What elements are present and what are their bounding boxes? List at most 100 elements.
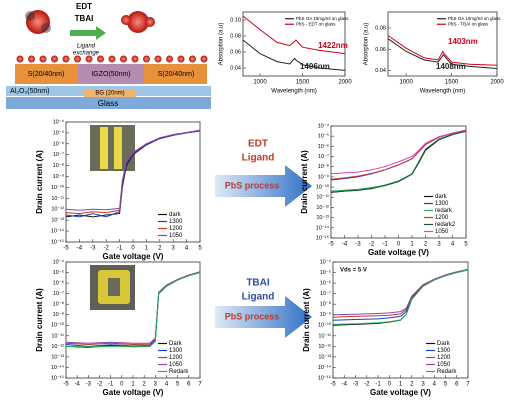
y-tick-label: 0.06	[230, 49, 241, 55]
x-axis-label: Wavelength (nm)	[271, 89, 316, 95]
y-tick-label: 10⁻¹³	[51, 354, 64, 360]
pbs-dot	[154, 55, 162, 63]
y-tick-label: 10⁻⁶	[318, 143, 329, 150]
x-tick-label: -3	[90, 246, 96, 252]
y-tick-label: 10⁻¹¹	[51, 333, 64, 339]
y-tick-label: 10⁻⁸	[320, 301, 331, 308]
x-tick-label: 1	[131, 382, 135, 388]
pbs-dot	[51, 55, 58, 63]
layer-label: Glass	[98, 99, 118, 108]
x-tick-label: 5	[198, 246, 202, 252]
ligand-title: TBAI	[246, 278, 270, 289]
x-tick-label: 1	[399, 382, 403, 388]
x-tick-label: -5	[330, 382, 336, 388]
photo-bg	[90, 125, 135, 171]
y-axis-label: Drain current (A)	[300, 150, 309, 214]
pbs-dot	[189, 55, 196, 63]
x-tick-label: 1500	[445, 80, 459, 86]
pbs-dot	[62, 55, 70, 63]
device-diagram: EDT TBAI Ligand exchange S(20/40nm) IGZO…	[6, 2, 211, 109]
arrow-shape	[215, 296, 312, 338]
pbs-dot	[16, 55, 24, 63]
x-tick-label: 2	[142, 382, 146, 388]
y-tick-label: 10⁻⁵	[320, 269, 331, 276]
y-tick-label: 0.04	[230, 65, 241, 71]
igzo-layer	[78, 64, 144, 84]
legend-label: 1300	[435, 201, 449, 207]
x-axis-label: Gate voltage (V)	[368, 248, 429, 257]
annotation: 1422nm	[318, 41, 348, 50]
y-tick-label: 10⁻¹⁰	[318, 322, 332, 329]
y-tick-label: 10⁻⁶	[53, 140, 64, 147]
y-tick-label: 10⁻⁴	[318, 122, 330, 129]
legend-label: 1300	[169, 348, 183, 354]
annotation: 1408nm	[436, 62, 466, 71]
x-tick-label: 4	[433, 382, 437, 388]
series-line	[65, 272, 201, 348]
series-line	[387, 35, 498, 66]
x-tick-label: 2	[410, 382, 414, 388]
series-line	[330, 130, 467, 192]
x-tick-label: -4	[77, 246, 83, 252]
x-tick-label: -5	[328, 242, 334, 248]
legend-label: redark2	[435, 222, 456, 228]
y-tick-label: 10⁻⁹	[320, 311, 331, 318]
x-tick-label: -2	[97, 382, 103, 388]
x-tick-label: -2	[369, 242, 375, 248]
layer-label: S(20/40nm)	[28, 71, 65, 78]
x-tick-label: -3	[86, 382, 92, 388]
legend-label: Dark	[169, 341, 183, 347]
pbs-dot	[177, 55, 185, 63]
x-tick-label: -3	[355, 242, 361, 248]
pbs-dot	[120, 55, 127, 63]
legend-label: Dark	[437, 341, 451, 347]
legend-label: 1200	[437, 355, 451, 361]
y-axis-label: Drain current (A)	[302, 288, 311, 352]
y-tick-label: 10⁻¹⁴	[51, 364, 65, 371]
y-tick-label: 0.04	[375, 68, 386, 74]
series-line	[330, 129, 467, 175]
x-tick-label: 7	[466, 382, 470, 388]
series-line	[332, 268, 469, 318]
pbs-dot	[74, 55, 81, 63]
y-tick-label: 10⁻¹¹	[51, 196, 64, 202]
y-tick-label: 10⁻⁹	[53, 173, 64, 180]
x-tick-label: 2000	[490, 80, 504, 86]
x-axis-label: Wavelength (nm)	[420, 89, 465, 95]
x-tick-label: -5	[63, 246, 69, 252]
y-tick-label: 10⁻⁵	[318, 133, 329, 140]
x-tick-label: -4	[74, 382, 80, 388]
x-tick-label: -1	[375, 382, 381, 388]
x-tick-label: -1	[382, 242, 388, 248]
nanocrystal	[121, 15, 131, 25]
y-axis-label: Drain current (A)	[35, 288, 44, 352]
series-line	[332, 268, 469, 316]
legend-label: 1050	[437, 362, 451, 368]
series-line	[387, 38, 498, 69]
legend-label: 1050	[435, 229, 449, 235]
y-tick-label: 10⁻⁷	[320, 290, 331, 297]
nanocrystal	[127, 11, 149, 33]
pbs-dot	[166, 55, 173, 63]
x-tick-label: 1500	[296, 80, 310, 86]
x-axis-label: Gate voltage (V)	[370, 388, 431, 397]
x-tick-label: 7	[198, 382, 202, 388]
annotation: 1406nm	[300, 62, 330, 71]
x-tick-label: 6	[455, 382, 459, 388]
layer-label: BG (20nm)	[95, 91, 124, 97]
legend-label: PbS - EDT on glass	[296, 21, 336, 26]
y-tick-label: 10⁻¹³	[316, 215, 329, 221]
y-tick-label: 10⁻⁵	[53, 269, 64, 276]
process-arrow: EDT Ligand PbS process TBAI Ligand PbS p…	[215, 139, 312, 338]
y-tick-label: 10⁻¹⁵	[316, 234, 329, 241]
x-tick-label: 1000	[399, 80, 413, 86]
x-tick-label: -4	[342, 382, 348, 388]
process-label: PbS process	[225, 311, 280, 321]
x-tick-label: 3	[172, 246, 176, 252]
pbs-dot	[28, 55, 35, 63]
ligand-title: Ligand	[242, 153, 275, 164]
y-tick-label: 10⁻¹⁰	[316, 184, 330, 191]
pbs-dot	[131, 55, 139, 63]
x-tick-label: 3	[421, 382, 425, 388]
